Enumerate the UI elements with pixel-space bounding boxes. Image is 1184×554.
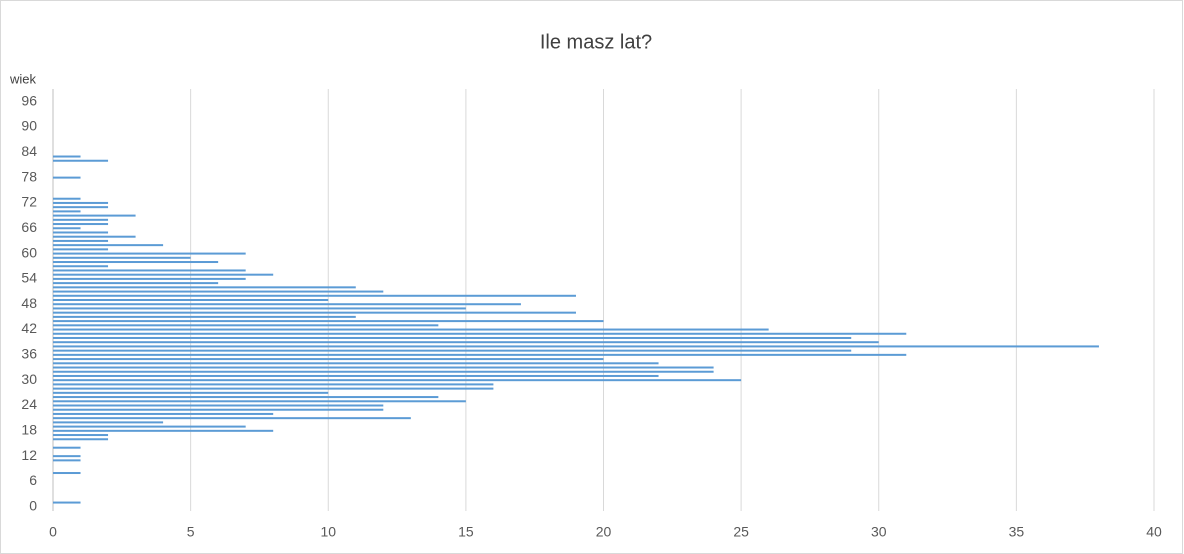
bar: [53, 429, 274, 432]
bar: [53, 252, 246, 255]
y-tick-label: 54: [21, 270, 37, 286]
x-tick-label: 30: [871, 524, 887, 540]
bar: [53, 307, 466, 310]
bar: [53, 155, 81, 158]
x-tick-label: 10: [320, 524, 336, 540]
bar: [53, 227, 81, 230]
bar: [53, 425, 246, 428]
bar: [53, 244, 164, 247]
bar: [53, 396, 439, 399]
bar: [53, 446, 81, 449]
bar: [53, 286, 356, 289]
x-tick-label: 25: [733, 524, 749, 540]
y-tick-label: 90: [21, 118, 37, 134]
y-tick-label: 30: [21, 371, 37, 387]
bar: [53, 210, 81, 213]
x-tick-label: 20: [596, 524, 612, 540]
bar: [53, 417, 411, 420]
y-tick-label: 36: [21, 346, 37, 362]
x-tick-label: 5: [187, 524, 195, 540]
bar: [53, 201, 109, 204]
y-tick-label: 12: [21, 447, 37, 463]
bar: [53, 218, 109, 221]
bar: [53, 290, 384, 293]
bar: [53, 299, 329, 301]
bar: [53, 214, 136, 217]
bar: [53, 438, 109, 441]
bar: [53, 239, 109, 242]
y-tick-label: 84: [21, 143, 37, 159]
bar: [53, 404, 384, 407]
bar: [53, 324, 439, 327]
chart-title: Ile masz lat?: [540, 31, 652, 53]
y-tick-label: 48: [21, 295, 37, 311]
bar: [53, 353, 907, 356]
bar: [53, 412, 274, 415]
bar: [53, 206, 109, 209]
bar: [53, 282, 219, 285]
bar: [53, 265, 109, 268]
bar: [53, 383, 494, 386]
bar: [53, 349, 852, 352]
x-tick-label: 40: [1146, 524, 1162, 540]
bar: [53, 159, 109, 162]
bar: [53, 294, 576, 297]
bar: [53, 269, 246, 272]
bar: [53, 336, 852, 339]
bar: [53, 231, 109, 234]
bar: [53, 332, 907, 335]
bar: [53, 400, 466, 403]
y-tick-label: 0: [29, 497, 37, 513]
bar: [53, 223, 109, 226]
bar: [53, 176, 81, 179]
bar: [53, 472, 81, 475]
x-tick-label: 35: [1009, 524, 1025, 540]
bar: [53, 366, 714, 369]
y-tick-label: 60: [21, 244, 37, 260]
y-tick-label: 66: [21, 219, 37, 235]
y-tick-label: 24: [21, 396, 37, 412]
y-tick-label: 72: [21, 194, 37, 210]
bar: [53, 408, 384, 411]
bar: [53, 256, 191, 259]
bar: [53, 235, 136, 238]
y-axis-label: wiek: [9, 71, 37, 86]
y-tick-label: 42: [21, 320, 37, 336]
bar: [53, 328, 769, 331]
y-tick-label: 18: [21, 422, 37, 438]
bar: [53, 459, 81, 462]
y-tick-label: 6: [29, 472, 37, 488]
bar: [53, 311, 576, 314]
bar: [53, 341, 879, 344]
bar: [53, 315, 356, 318]
bar: [53, 362, 659, 365]
bar: [53, 358, 604, 361]
bar: [53, 320, 604, 323]
bar: [53, 421, 164, 424]
bar: [53, 387, 494, 390]
y-tick-label: 96: [21, 92, 37, 108]
y-tick-label: 78: [21, 168, 37, 184]
bar: [53, 345, 1099, 348]
bar: [53, 501, 81, 504]
bar: [53, 434, 109, 437]
bar: [53, 261, 219, 264]
bar: [53, 374, 659, 377]
x-tick-label: 15: [458, 524, 474, 540]
bar: [53, 391, 329, 394]
bar: [53, 197, 81, 200]
bar: [53, 455, 81, 458]
bar: [53, 273, 274, 276]
bar: [53, 303, 521, 306]
bar: [53, 379, 742, 382]
bar: [53, 370, 714, 373]
bar: [53, 277, 246, 280]
bar: [53, 248, 109, 251]
x-tick-label: 0: [49, 524, 57, 540]
